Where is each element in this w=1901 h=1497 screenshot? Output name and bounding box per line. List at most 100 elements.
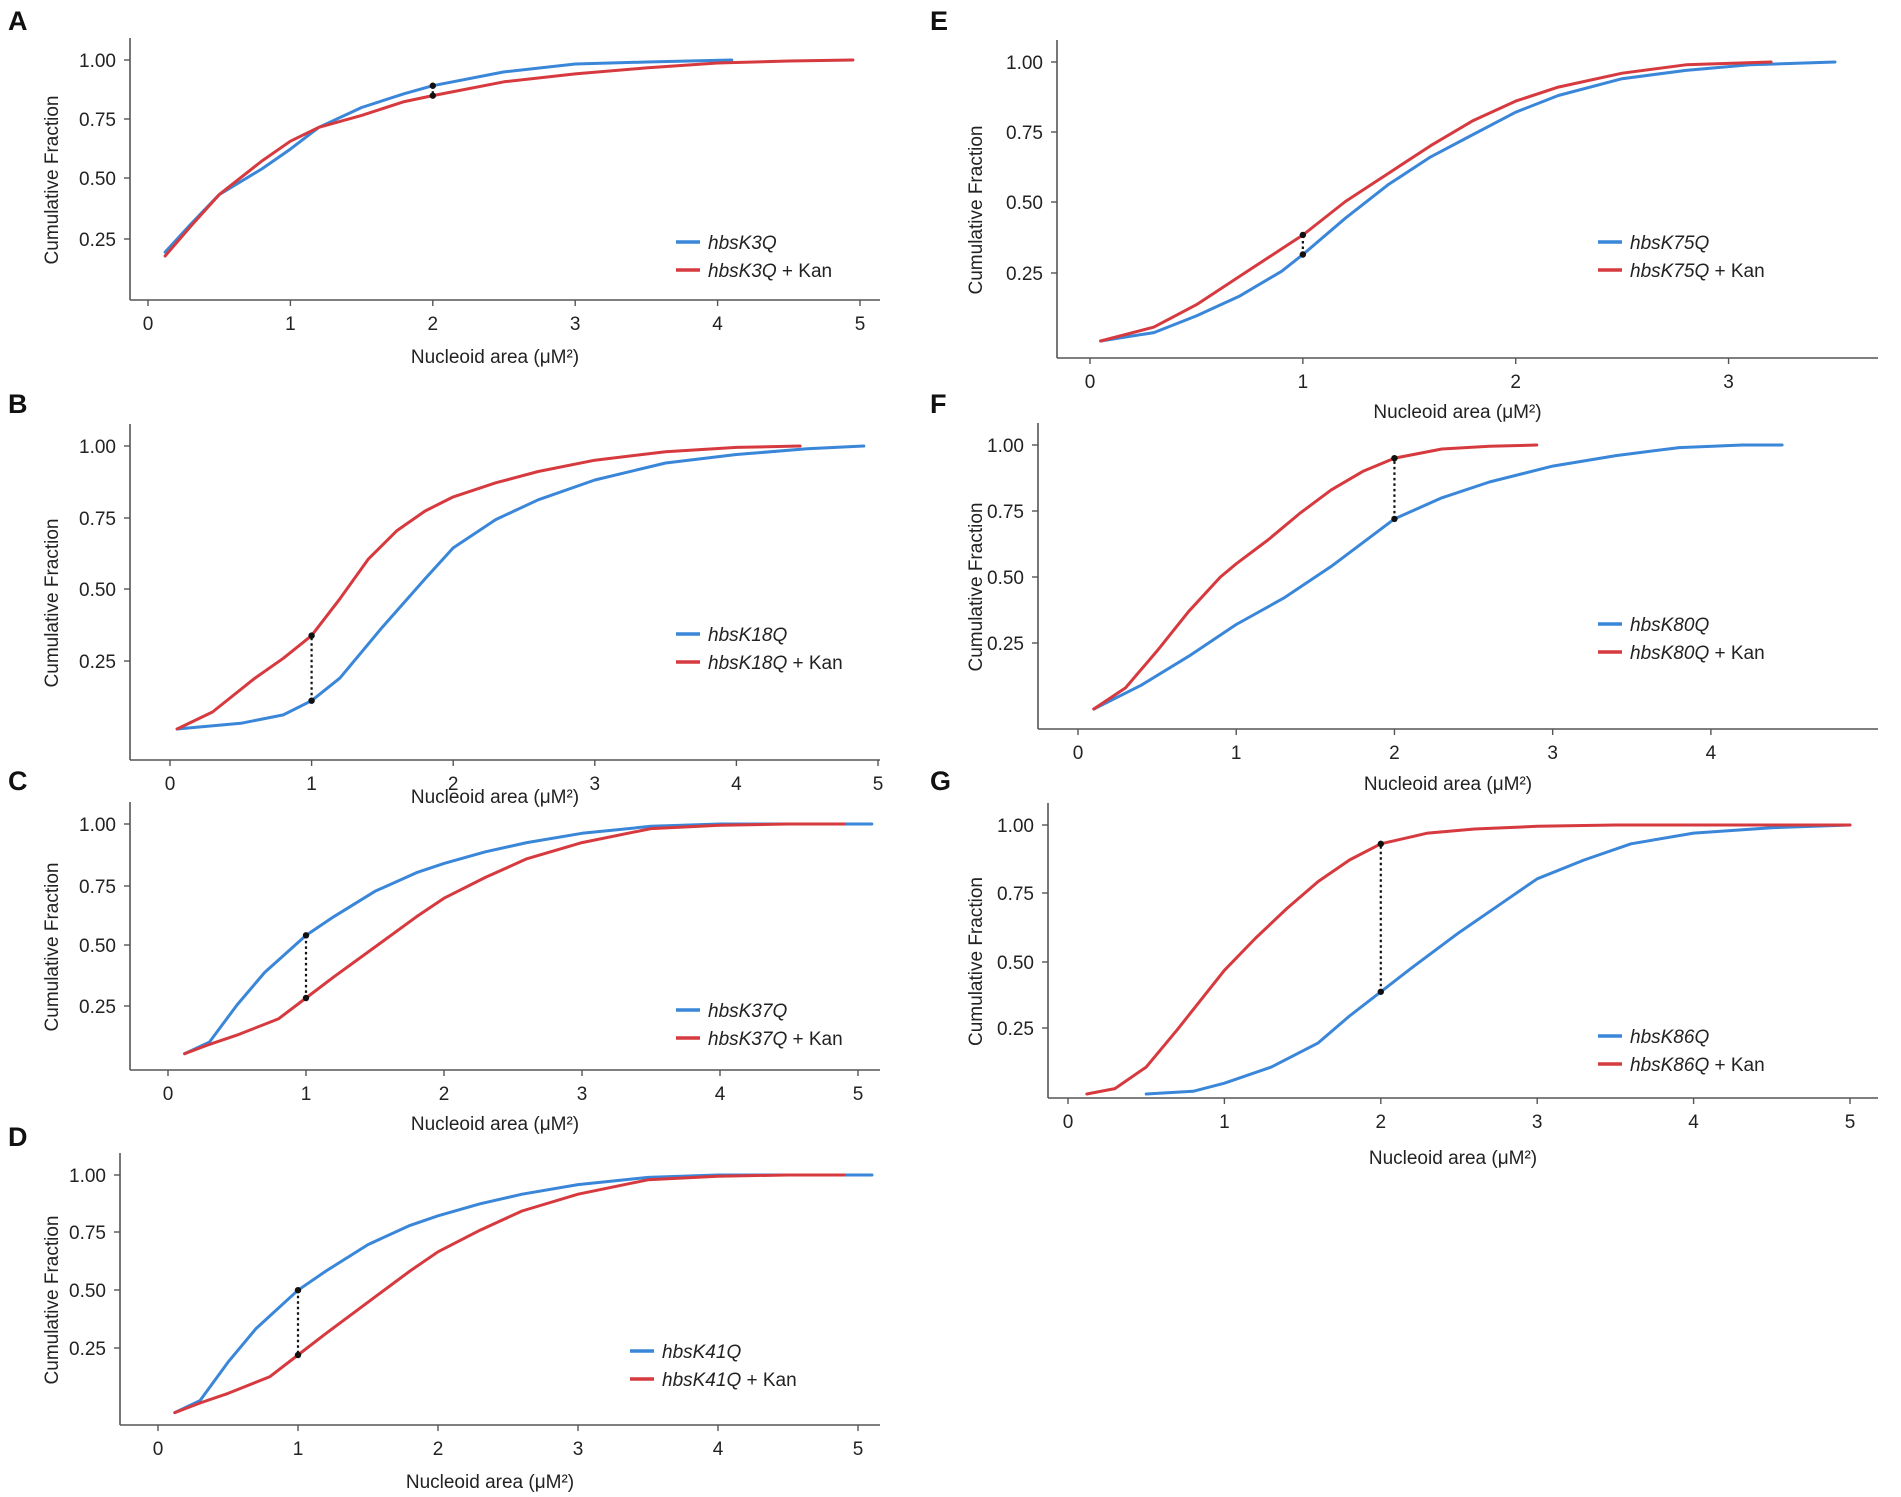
y-tick-label: 0.25 bbox=[987, 634, 1024, 655]
x-tick-label: 4 bbox=[1688, 1112, 1699, 1133]
y-tick-label: 0.50 bbox=[79, 580, 116, 601]
legend-label: hbsK3Q bbox=[708, 233, 777, 254]
ks-point-kan bbox=[294, 1351, 302, 1359]
series-line-kan bbox=[175, 444, 802, 731]
legend-label: hbsK75Q + Kan bbox=[1630, 261, 1765, 282]
ks-point-control bbox=[294, 1287, 302, 1294]
series-line-control bbox=[1092, 443, 1784, 711]
y-tick-label: 0.50 bbox=[69, 1281, 106, 1302]
ks-point-control bbox=[1391, 515, 1398, 523]
x-axis-title: Nucleoid area (μM²) bbox=[411, 787, 579, 808]
legend-label: hbsK80Q + Kan bbox=[1630, 643, 1765, 664]
ks-point-control bbox=[302, 932, 310, 939]
series-line-control bbox=[183, 822, 874, 1056]
series-line-kan bbox=[163, 58, 855, 258]
panel-f: F 0.25 0.50 0.75 1.00 0 1 2 3 4 Nucleoid area (μM²… bbox=[930, 389, 1878, 795]
panel-d: D 0.25 0.50 0.75 1.00 0 1 2 3 4 5 Nucleoid area (μM… bbox=[8, 1122, 880, 1493]
y-tick-label: 0.25 bbox=[1006, 264, 1043, 285]
panel-a: A 0.25 0.50 0.75 1.00 0 1 2 3 4 5 Nucleoid area (μM… bbox=[8, 6, 880, 368]
series-line-kan bbox=[1085, 823, 1852, 1096]
x-tick-label: 4 bbox=[713, 1439, 724, 1460]
panel-c: C 0.25 0.50 0.75 1.00 0 1 2 3 4 5 Nucleoid area (μM… bbox=[8, 766, 880, 1135]
x-tick-label: 3 bbox=[1532, 1112, 1543, 1133]
x-tick-label: 4 bbox=[712, 314, 723, 335]
x-tick-label: 3 bbox=[573, 1439, 584, 1460]
ks-point-kan bbox=[1299, 231, 1307, 239]
x-tick-label: 2 bbox=[1510, 372, 1521, 393]
ks-point-control bbox=[1377, 988, 1385, 995]
x-tick-label: 5 bbox=[853, 1084, 864, 1105]
ks-point-control bbox=[1299, 251, 1307, 258]
y-tick-label: 0.75 bbox=[79, 110, 116, 131]
y-tick-label: 0.25 bbox=[997, 1019, 1034, 1040]
x-axis-title: Nucleoid area (μM²) bbox=[1373, 402, 1541, 423]
x-tick-label: 5 bbox=[855, 314, 866, 335]
x-tick-label: 3 bbox=[570, 314, 581, 335]
legend-label: hbsK41Q bbox=[662, 1342, 741, 1363]
x-axis-title: Nucleoid area (μM²) bbox=[406, 1472, 574, 1493]
x-tick-label: 0 bbox=[153, 1439, 164, 1460]
ks-point-control bbox=[429, 82, 436, 89]
x-tick-label: 1 bbox=[1231, 743, 1242, 764]
series-line-control bbox=[175, 444, 866, 731]
legend-label: hbsK86Q + Kan bbox=[1630, 1055, 1765, 1076]
series-line-kan bbox=[1099, 60, 1773, 343]
y-tick-label: 1.00 bbox=[79, 437, 116, 458]
panel-b: B 0.25 0.50 0.75 1.00 0 1 2 3 4 5 Nucleoid area (μM… bbox=[8, 389, 883, 808]
panel-e: E 0.25 0.50 0.75 1.00 0 1 2 3 Nucleoid area (μM²)… bbox=[930, 6, 1878, 423]
ks-point-control bbox=[308, 697, 315, 704]
panel-letter: D bbox=[8, 1122, 28, 1152]
series-line-kan bbox=[1092, 443, 1539, 711]
panel-letter: E bbox=[930, 6, 948, 36]
x-tick-label: 3 bbox=[590, 774, 601, 795]
y-tick-label: 0.75 bbox=[997, 884, 1034, 905]
ks-point-kan bbox=[1377, 840, 1385, 848]
x-tick-label: 2 bbox=[1389, 743, 1400, 764]
x-tick-label: 2 bbox=[428, 314, 439, 335]
x-tick-label: 1 bbox=[1219, 1112, 1230, 1133]
legend-label: hbsK80Q bbox=[1630, 615, 1709, 636]
x-axis-title: Nucleoid area (μM²) bbox=[411, 347, 579, 368]
y-tick-label: 0.75 bbox=[79, 509, 116, 530]
y-tick-label: 0.50 bbox=[987, 568, 1024, 589]
legend-label: hbsK37Q + Kan bbox=[708, 1029, 843, 1050]
y-tick-label: 0.75 bbox=[1006, 123, 1043, 144]
x-axis-title: Nucleoid area (μM²) bbox=[1369, 1148, 1537, 1169]
x-tick-label: 0 bbox=[1073, 743, 1084, 764]
x-tick-label: 0 bbox=[143, 314, 154, 335]
x-tick-label: 4 bbox=[731, 774, 742, 795]
y-axis-title: Cumulative Fraction bbox=[42, 1216, 63, 1385]
y-tick-label: 1.00 bbox=[987, 436, 1024, 457]
x-tick-label: 1 bbox=[293, 1439, 304, 1460]
panel-letter: B bbox=[8, 389, 28, 419]
x-tick-label: 5 bbox=[873, 774, 884, 795]
x-tick-label: 0 bbox=[165, 774, 176, 795]
x-tick-label: 3 bbox=[1547, 743, 1558, 764]
y-tick-label: 1.00 bbox=[1006, 53, 1043, 74]
x-tick-label: 5 bbox=[1845, 1112, 1856, 1133]
y-axis-title: Cumulative Fraction bbox=[42, 96, 63, 265]
panel-letter: A bbox=[8, 6, 28, 36]
y-tick-label: 1.00 bbox=[69, 1166, 106, 1187]
legend-label: hbsK18Q + Kan bbox=[708, 653, 843, 674]
y-axis-title: Cumulative Fraction bbox=[966, 877, 987, 1046]
y-tick-label: 0.50 bbox=[997, 953, 1034, 974]
series-line-kan bbox=[183, 822, 846, 1056]
y-axis-title: Cumulative Fraction bbox=[966, 503, 987, 672]
x-tick-label: 0 bbox=[1085, 372, 1096, 393]
y-axis-title: Cumulative Fraction bbox=[42, 863, 63, 1032]
panel-letter: F bbox=[930, 389, 947, 419]
y-tick-label: 0.50 bbox=[79, 169, 116, 190]
y-tick-label: 0.25 bbox=[79, 652, 116, 673]
ks-point-kan bbox=[302, 994, 310, 1002]
panel-letter: G bbox=[930, 766, 951, 796]
y-tick-label: 0.25 bbox=[79, 997, 116, 1018]
y-tick-label: 0.50 bbox=[79, 936, 116, 957]
x-tick-label: 1 bbox=[1298, 372, 1309, 393]
x-tick-label: 1 bbox=[301, 1084, 312, 1105]
x-tick-label: 3 bbox=[577, 1084, 588, 1105]
legend-label: hbsK18Q bbox=[708, 625, 787, 646]
series-line-control bbox=[173, 1173, 874, 1415]
y-tick-label: 0.25 bbox=[79, 230, 116, 251]
